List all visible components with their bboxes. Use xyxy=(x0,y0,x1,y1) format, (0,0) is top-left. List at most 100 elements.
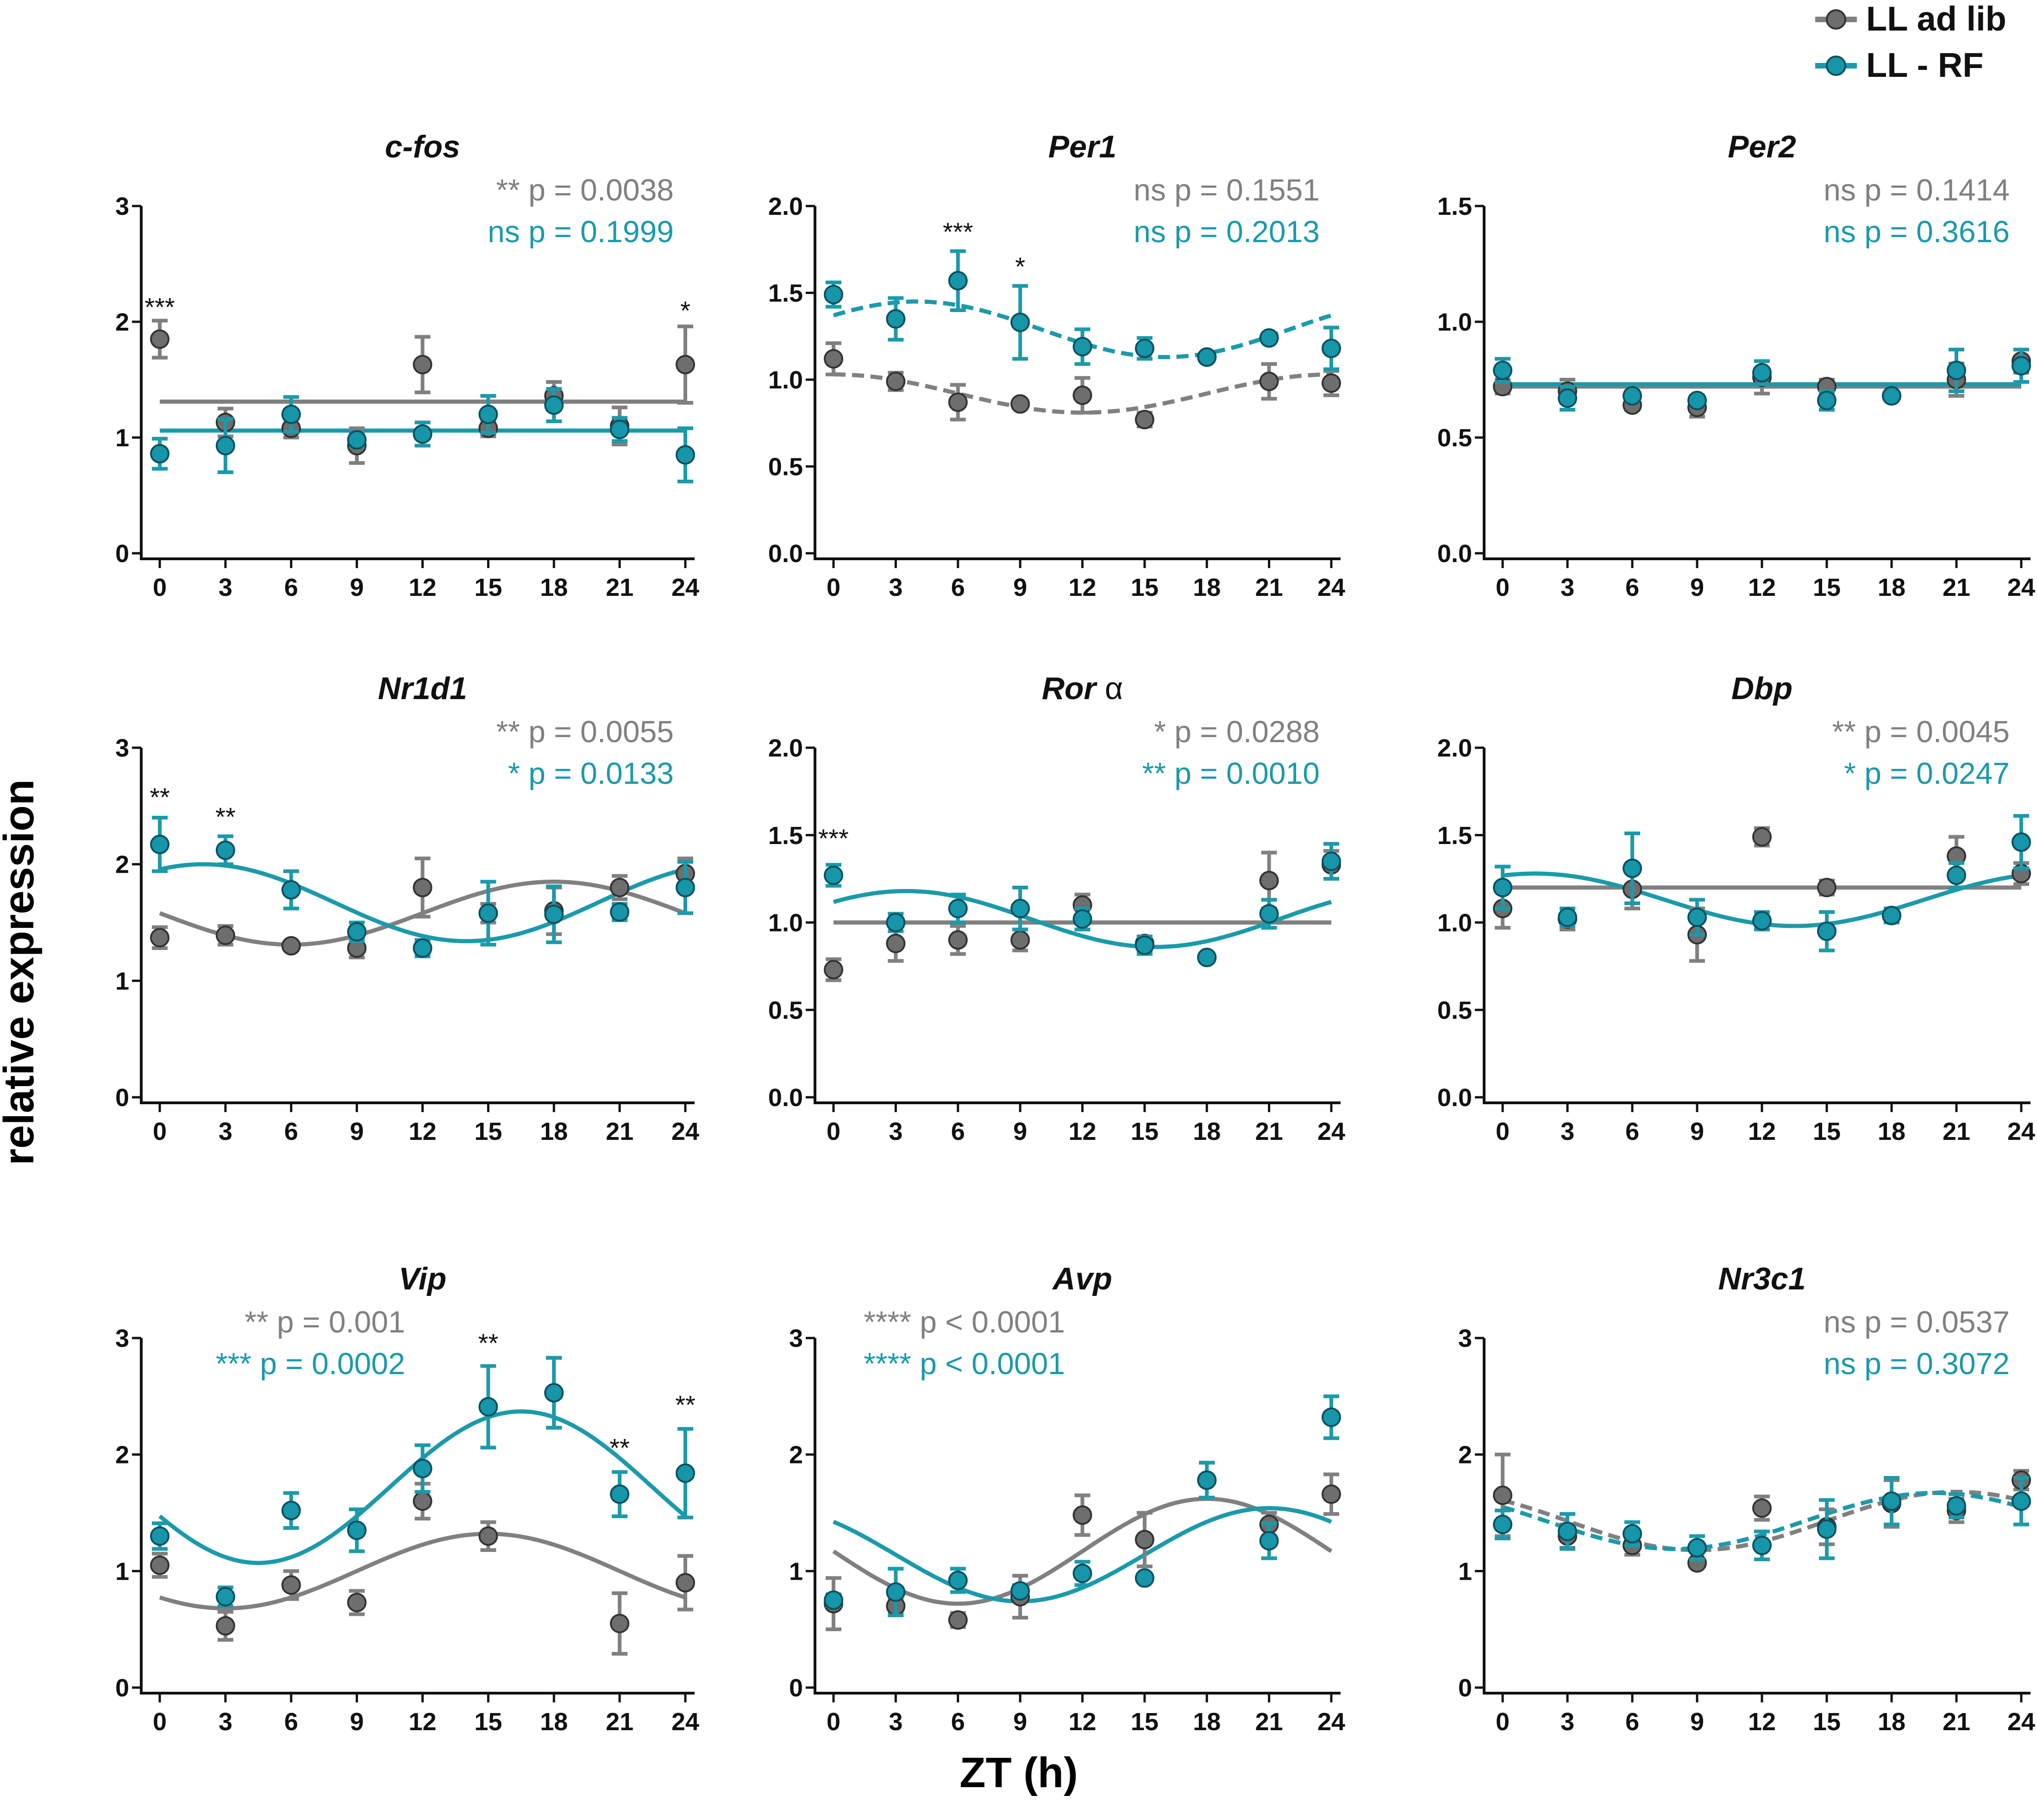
data-point-rf xyxy=(1882,386,1901,406)
data-point-rf xyxy=(886,1582,906,1602)
data-point-rf xyxy=(1493,878,1512,897)
panel-title: Vip xyxy=(399,1261,446,1296)
y-tick-label: 0 xyxy=(115,1084,129,1112)
data-point-rf xyxy=(1072,909,1092,929)
data-point-adlib xyxy=(886,933,906,953)
data-point-rf xyxy=(1752,1535,1772,1555)
data-point-rf xyxy=(478,1397,498,1417)
data-point-adlib xyxy=(478,1526,498,1546)
data-point-adlib xyxy=(1134,1530,1154,1550)
x-tick-label: 18 xyxy=(1193,574,1221,601)
y-tick-label: 1.5 xyxy=(1437,193,1472,220)
x-tick-label: 21 xyxy=(1255,574,1283,601)
fit-curve-adlib xyxy=(159,1532,686,1611)
y-tick-label: 0.5 xyxy=(768,996,803,1024)
y-tick-label: 0.0 xyxy=(1437,540,1472,568)
y-tick-label: 1.5 xyxy=(1437,822,1472,850)
data-point-adlib xyxy=(676,1573,695,1593)
x-tick-label: 18 xyxy=(540,574,568,601)
y-tick-label: 1 xyxy=(789,1557,803,1585)
y-tick-label: 0.0 xyxy=(1437,1084,1472,1112)
data-point-adlib xyxy=(1322,1484,1341,1504)
x-tick-label: 12 xyxy=(1068,574,1096,601)
significance-stars: ** xyxy=(215,802,236,832)
stat-rf: **** p < 0.0001 xyxy=(864,1346,1065,1381)
data-point-rf xyxy=(1322,851,1341,871)
x-tick-label: 18 xyxy=(1193,1118,1221,1145)
x-tick-label: 24 xyxy=(671,1708,699,1736)
x-tick-label: 9 xyxy=(1013,1118,1027,1145)
legend-rf-marker xyxy=(1826,56,1846,76)
data-point-adlib xyxy=(1010,394,1030,414)
data-point-rf xyxy=(1687,907,1707,927)
data-point-rf xyxy=(2012,356,2031,375)
data-point-adlib xyxy=(1259,371,1279,391)
data-point-rf xyxy=(1817,921,1836,941)
y-tick-label: 0 xyxy=(115,1674,129,1702)
significance-stars: *** xyxy=(144,293,175,322)
data-point-adlib xyxy=(413,878,432,897)
data-point-adlib xyxy=(948,392,968,412)
x-tick-label: 12 xyxy=(1748,1118,1776,1145)
data-point-rf xyxy=(281,1501,301,1520)
y-tick-label: 1 xyxy=(1458,1557,1472,1585)
x-tick-label: 0 xyxy=(153,1118,167,1145)
data-point-rf xyxy=(824,285,843,305)
data-point-rf xyxy=(1882,1491,1901,1511)
x-tick-label: 15 xyxy=(474,1708,502,1736)
data-point-rf xyxy=(1493,361,1512,380)
y-tick-label: 1 xyxy=(115,424,129,452)
data-point-adlib xyxy=(948,930,968,950)
significance-stars: ** xyxy=(478,1328,499,1357)
x-tick-label: 3 xyxy=(1561,1118,1574,1145)
data-point-rf xyxy=(610,419,630,439)
x-tick-label: 18 xyxy=(1878,1708,1905,1736)
x-tick-label: 12 xyxy=(408,1118,436,1145)
x-tick-label: 15 xyxy=(1131,1708,1159,1736)
data-point-adlib xyxy=(150,1555,169,1575)
x-tick-label: 9 xyxy=(350,574,364,601)
data-point-rf xyxy=(1259,1531,1279,1551)
x-tick-label: 18 xyxy=(1193,1708,1221,1736)
x-tick-label: 9 xyxy=(1690,574,1704,601)
x-tick-label: 9 xyxy=(1690,1118,1704,1145)
x-tick-label: 3 xyxy=(219,1118,232,1145)
data-point-rf xyxy=(150,444,169,463)
stat-rf: ns p = 0.3616 xyxy=(1824,214,2010,249)
data-point-adlib xyxy=(1259,870,1279,890)
y-tick-label: 1.0 xyxy=(768,366,803,394)
data-point-rf xyxy=(1134,935,1154,955)
data-point-adlib xyxy=(1817,878,1836,897)
data-point-rf xyxy=(1493,1514,1512,1534)
panel-title: c-fos xyxy=(385,129,460,164)
data-point-adlib xyxy=(824,349,843,369)
x-tick-label: 3 xyxy=(1561,1708,1574,1736)
data-point-adlib xyxy=(610,1614,630,1633)
stat-adlib: ** p = 0.0055 xyxy=(496,714,674,749)
y-tick-label: 1.0 xyxy=(768,909,803,937)
data-point-rf xyxy=(2012,1491,2031,1511)
x-tick-label: 24 xyxy=(1317,574,1345,601)
y-tick-label: 1 xyxy=(115,967,129,995)
data-point-adlib xyxy=(347,1593,367,1613)
data-point-rf xyxy=(1752,363,1772,382)
x-tick-label: 0 xyxy=(1496,1708,1510,1736)
y-tick-label: 0 xyxy=(115,540,129,568)
data-point-adlib xyxy=(948,1610,968,1630)
data-point-adlib xyxy=(1072,1505,1092,1525)
y-tick-label: 3 xyxy=(115,193,129,220)
data-point-rf xyxy=(886,309,906,329)
x-tick-label: 12 xyxy=(408,1708,436,1736)
data-point-rf xyxy=(1882,906,1901,926)
panel-title: Avp xyxy=(1052,1261,1112,1296)
data-point-adlib xyxy=(1010,930,1030,950)
x-tick-label: 0 xyxy=(827,574,840,601)
legend: LL ad lib LL - RF xyxy=(1815,0,2006,84)
panel-dbp: 0.0 0.5 1.0 1.5 2.0 0 3 6 9 12 15 18 21 24 Dbp ** p = 0… xyxy=(1437,671,2035,1145)
x-tick-label: 6 xyxy=(284,1118,298,1145)
x-tick-label: 21 xyxy=(1255,1118,1283,1145)
data-point-adlib xyxy=(1752,1498,1772,1518)
